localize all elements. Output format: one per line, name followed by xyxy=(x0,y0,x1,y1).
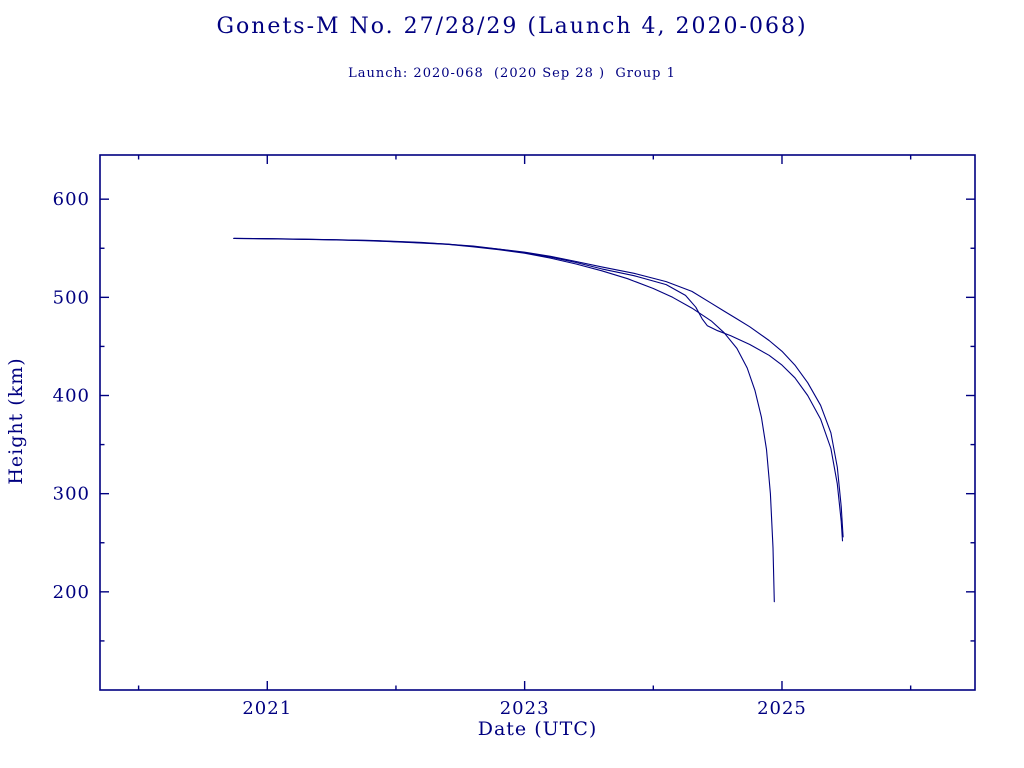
y-tick-label: 300 xyxy=(53,484,90,505)
x-tick-label: 2023 xyxy=(500,698,550,719)
chart-subtitle: Launch: 2020-068 (2020 Sep 28 ) Group 1 xyxy=(348,66,676,81)
y-tick-label: 400 xyxy=(53,386,90,407)
decay-curve-satellite-2 xyxy=(233,237,844,542)
y-tick-label: 500 xyxy=(53,287,90,308)
y-tick-label: 200 xyxy=(53,582,90,603)
x-tick-label: 2025 xyxy=(757,698,807,719)
y-tick-label: 600 xyxy=(53,189,90,210)
chart-title: Gonets-M No. 27/28/29 (Launch 4, 2020-06… xyxy=(216,14,808,39)
x-axis-title: Date (UTC) xyxy=(477,718,598,740)
decay-curve-satellite-1 xyxy=(233,237,775,603)
plot-frame xyxy=(99,154,976,691)
x-tick-label: 2021 xyxy=(242,698,292,719)
decay-curve-satellite-3 xyxy=(233,237,844,538)
